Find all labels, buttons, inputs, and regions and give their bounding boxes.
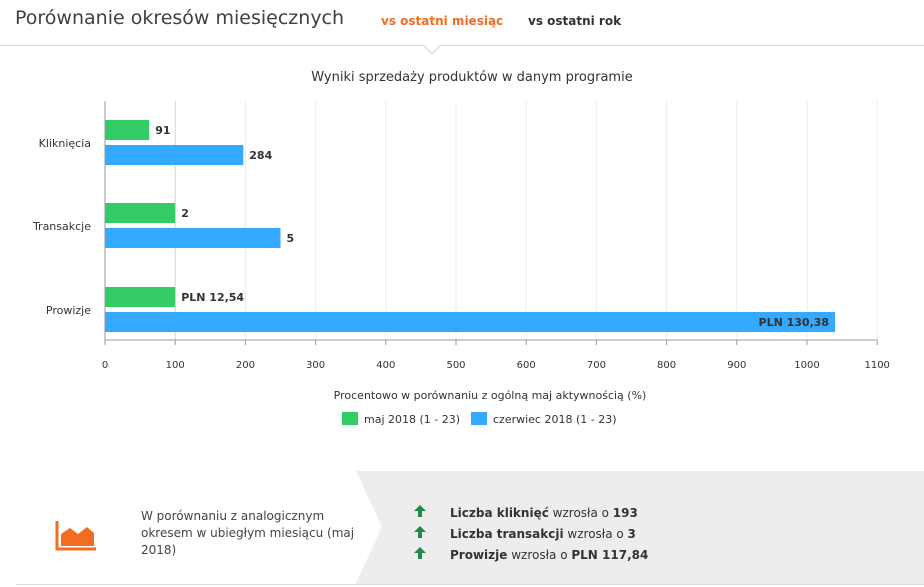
area-chart-icon [55, 521, 96, 551]
legend-label: czerwiec 2018 (1 - 23) [493, 413, 617, 426]
stat-transactions: Liczba transakcji wzrosła o 3 [414, 526, 636, 541]
tick-label: 0 [102, 360, 108, 371]
category-label: Prowizje [46, 304, 91, 317]
stat-label: Liczba transakcji [450, 527, 564, 541]
tab-vs-last-year[interactable]: vs ostatni rok [528, 14, 622, 28]
stat-clicks: Liczba kliknięć wzrosła o 193 [414, 505, 638, 520]
tick-label: 1000 [794, 360, 819, 371]
page-title: Porównanie okresów miesięcznych [15, 7, 345, 29]
legend-swatch [471, 412, 487, 425]
tick-label: 900 [727, 360, 746, 371]
stat-value: PLN 117,84 [571, 548, 649, 562]
comparison-bar-chart: Wyniki sprzedaży produktów w danym progr… [32, 70, 890, 426]
bar [105, 120, 150, 140]
tick-label: 400 [376, 360, 395, 371]
tick-label: 100 [166, 360, 185, 371]
legend-swatch [342, 412, 358, 425]
data-label: 2 [181, 207, 189, 220]
category-label: Transakcje [32, 220, 91, 233]
x-axis-label: Procentowo w porównaniu z ogólną maj akt… [334, 389, 647, 402]
tick-label: 1100 [864, 360, 889, 371]
stat-commissions: Prowizje wzrosła o PLN 117,84 [414, 547, 648, 562]
data-label: 5 [287, 232, 295, 245]
arrow-up-icon [414, 505, 430, 520]
arrow-up-icon [414, 547, 430, 562]
summary-text: W porównaniu z analogicznym okresem w ub… [141, 509, 355, 557]
stat-label: Liczba kliknięć [450, 506, 549, 520]
bar [105, 145, 244, 165]
tick-label: 800 [657, 360, 676, 371]
arrow-up-icon [414, 526, 430, 541]
tick-label: 500 [446, 360, 465, 371]
bar [105, 228, 281, 248]
tick-label: 200 [236, 360, 255, 371]
stat-value: 3 [627, 527, 636, 541]
bar [105, 312, 836, 332]
tick-label: 600 [517, 360, 536, 371]
category-label: Kliknięcia [39, 137, 91, 150]
data-label: PLN 130,38 [759, 316, 830, 329]
data-label: 284 [249, 149, 272, 162]
data-label: 91 [155, 124, 170, 137]
tick-label: 300 [306, 360, 325, 371]
stat-label: Prowizje [450, 548, 508, 562]
chart-title: Wyniki sprzedaży produktów w danym progr… [311, 70, 632, 85]
stat-value: 193 [612, 506, 638, 520]
tick-label: 700 [587, 360, 606, 371]
bar [105, 287, 176, 307]
header: Porównanie okresów miesięcznych vs ostat… [0, 0, 924, 46]
tab-vs-last-month[interactable]: vs ostatni miesiąc [381, 14, 504, 28]
bar [105, 203, 176, 223]
legend-label: maj 2018 (1 - 23) [364, 413, 460, 426]
data-label: PLN 12,54 [181, 291, 244, 304]
